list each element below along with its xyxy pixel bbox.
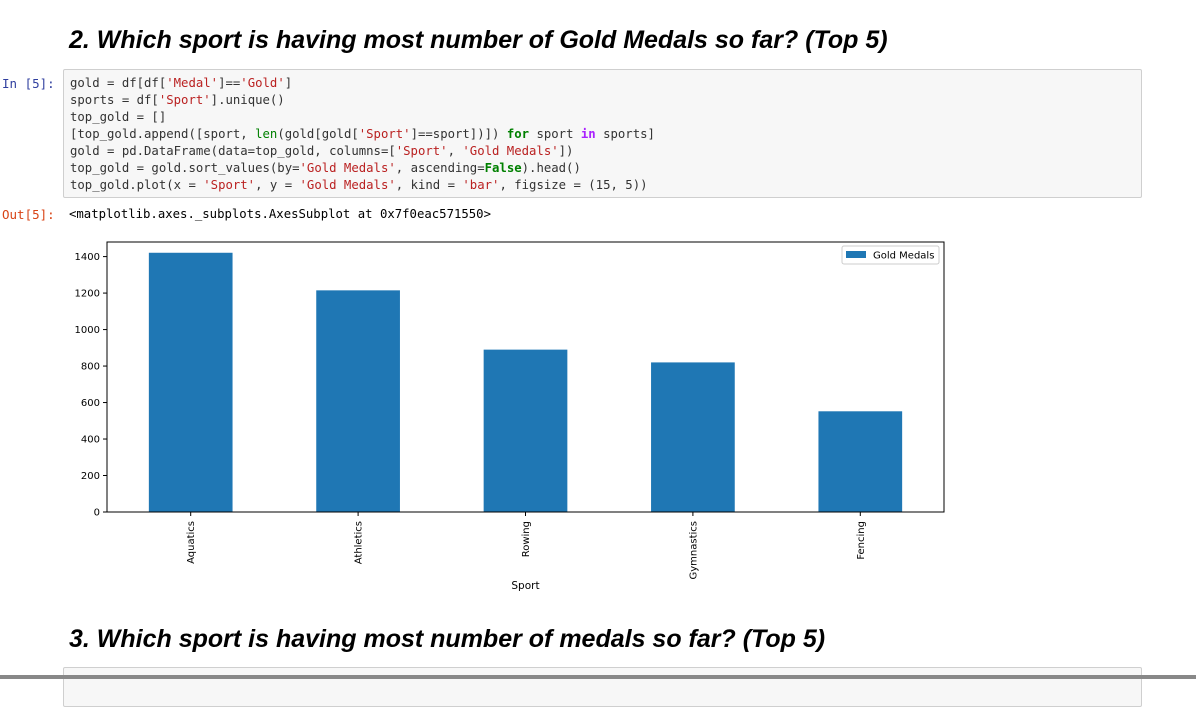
x-tick-label: Rowing [521,521,532,557]
bar-aquatics [148,252,233,512]
code-text: gold = df[df['Medal']=='Gold'] sports = … [70,76,655,192]
y-tick-label: 200 [81,471,100,482]
x-tick-label: Fencing [856,521,867,560]
section-heading-q3: 3. Which sport is having most number of … [69,625,826,653]
x-axis-label: Sport [511,580,539,592]
input-prompt: In [5]: [2,76,55,91]
legend-box [841,245,940,265]
y-tick-label: 800 [81,362,100,373]
y-tick-label: 1000 [75,325,100,336]
y-tick-label: 400 [81,435,100,446]
legend-swatch [846,251,866,258]
bar-fencing [818,411,903,512]
next-code-cell[interactable] [63,667,1142,707]
x-tick-label: Athletics [354,521,365,564]
bar-rowing [483,349,568,512]
horizontal-scrollbar[interactable] [0,675,1196,679]
bar-athletics [316,290,400,512]
bar-chart: 0 200 400 600 800 1000 1200 1400 Aquatics Athleti… [75,241,945,592]
bar-gymnastics [651,362,735,512]
y-tick-label: 1200 [75,289,100,300]
output-prompt: Out[5]: [2,207,55,222]
y-tick-label: 0 [94,508,100,519]
section-heading-q2: 2. Which sport is having most number of … [69,26,888,54]
y-tick-label: 600 [81,398,100,409]
x-tick-label: Aquatics [186,521,197,564]
x-tick-label: Gymnastics [688,521,699,580]
legend-label: Gold Medals [873,251,934,262]
output-text: <matplotlib.axes._subplots.AxesSubplot a… [69,207,491,221]
code-cell[interactable]: gold = df[df['Medal']=='Gold'] sports = … [63,69,1142,198]
axes-frame [106,241,945,513]
y-tick-label: 1400 [75,252,100,263]
